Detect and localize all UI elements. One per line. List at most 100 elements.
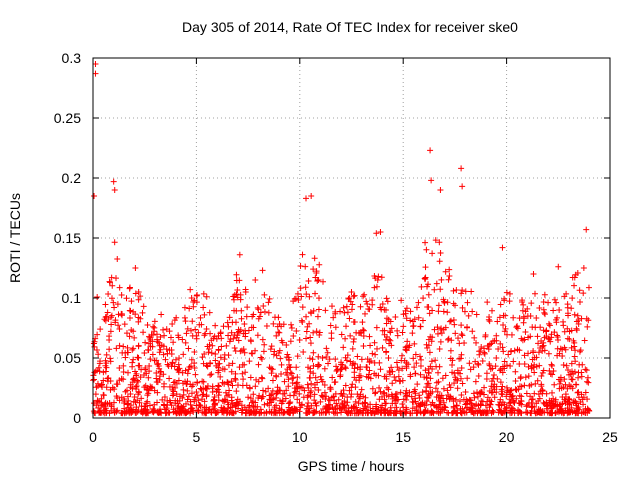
data-point: [425, 391, 432, 398]
data-point: [91, 338, 98, 345]
data-point: [170, 379, 177, 386]
data-point: [227, 336, 234, 343]
data-point: [173, 410, 180, 417]
data-point: [471, 394, 478, 401]
data-point: [248, 350, 255, 357]
data-point: [386, 336, 393, 343]
y-tick-label: 0.2: [62, 170, 82, 186]
data-point: [291, 295, 298, 302]
data-point: [543, 333, 550, 340]
data-point: [317, 373, 324, 380]
data-point: [106, 278, 113, 285]
data-point: [290, 333, 297, 340]
data-point: [569, 274, 576, 281]
data-point: [356, 372, 363, 379]
data-point: [272, 409, 279, 416]
data-point: [107, 328, 114, 335]
data-point: [321, 365, 328, 372]
data-point: [311, 409, 318, 416]
data-point: [407, 371, 414, 378]
data-point: [164, 361, 171, 368]
data-point: [188, 356, 195, 363]
data-point: [424, 408, 431, 415]
data-point: [156, 349, 163, 356]
data-point: [255, 378, 262, 385]
data-point: [332, 324, 339, 331]
data-point: [276, 321, 283, 328]
data-point: [100, 377, 107, 384]
data-point: [488, 378, 495, 385]
data-point: [545, 320, 552, 327]
data-point: [399, 329, 406, 336]
data-point: [431, 326, 438, 333]
data-point: [354, 353, 361, 360]
data-point: [187, 410, 194, 417]
data-point: [191, 348, 198, 355]
data-point: [496, 406, 503, 413]
data-point: [442, 268, 449, 275]
data-point: [284, 409, 291, 416]
data-point: [503, 404, 510, 411]
data-point: [134, 354, 141, 361]
data-point: [444, 409, 451, 416]
data-point: [232, 376, 239, 383]
data-point: [534, 409, 541, 416]
data-point: [171, 317, 178, 324]
data-point: [105, 374, 112, 381]
data-point: [236, 251, 243, 258]
data-point: [193, 402, 200, 409]
data-point: [248, 324, 255, 331]
data-point: [238, 307, 245, 314]
data-point: [499, 399, 506, 406]
data-point: [315, 353, 322, 360]
data-point: [296, 337, 303, 344]
data-point: [426, 310, 433, 317]
data-point: [359, 400, 366, 407]
data-point: [575, 389, 582, 396]
data-point: [191, 297, 198, 304]
data-point: [385, 355, 392, 362]
data-point: [474, 393, 481, 400]
data-point: [154, 338, 161, 345]
data-point: [437, 326, 444, 333]
data-point: [186, 305, 193, 312]
data-point: [413, 360, 420, 367]
data-point: [151, 318, 158, 325]
chart-title: Day 305 of 2014, Rate Of TEC Index for r…: [182, 19, 518, 35]
data-point: [358, 356, 365, 363]
data-point: [520, 301, 527, 308]
data-point: [303, 335, 310, 342]
data-point: [323, 345, 330, 352]
data-point: [105, 291, 112, 298]
data-point: [569, 295, 576, 302]
data-point: [416, 353, 423, 360]
data-point: [447, 355, 454, 362]
data-point: [479, 358, 486, 365]
data-point: [417, 362, 424, 369]
data-point: [271, 314, 278, 321]
plot-frame: [92, 57, 611, 419]
data-point: [347, 358, 354, 365]
data-point: [546, 336, 553, 343]
data-point: [412, 351, 419, 358]
data-point: [424, 303, 431, 310]
data-point: [171, 379, 178, 386]
data-point: [495, 401, 502, 408]
data-point: [553, 299, 560, 306]
data-point: [307, 374, 314, 381]
data-point: [209, 342, 216, 349]
data-point: [151, 387, 158, 394]
data-point: [208, 337, 215, 344]
data-point: [111, 187, 118, 193]
data-point: [276, 347, 283, 354]
data-point: [487, 366, 494, 373]
data-point: [389, 380, 396, 387]
data-point: [454, 377, 461, 384]
data-point: [115, 311, 122, 318]
data-point: [363, 298, 370, 305]
data-point: [521, 352, 528, 359]
data-point: [381, 390, 388, 397]
data-point: [304, 381, 311, 388]
data-point: [224, 392, 231, 399]
data-point: [422, 264, 429, 271]
